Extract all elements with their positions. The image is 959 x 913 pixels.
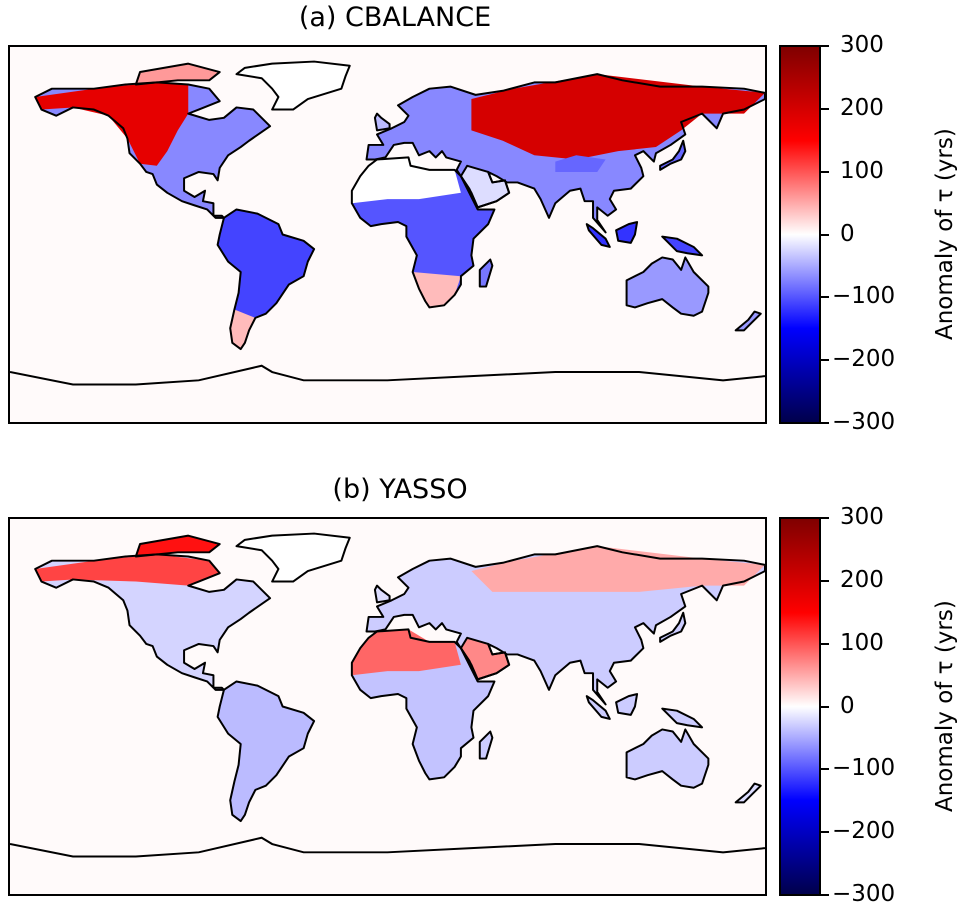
coastline-new-zealand [734, 782, 762, 804]
panel-b-colorbar-label: Anomaly of τ (yrs) [932, 600, 958, 812]
panel-a-title: (a) CBALANCE [298, 2, 492, 33]
coastline-antarctica [10, 364, 765, 386]
panel-a-colorbar-tick-label: 100 [840, 157, 884, 184]
panel-b-colorbar-tick [821, 642, 829, 645]
anomaly-region [351, 629, 461, 676]
anomaly-region [217, 681, 315, 822]
anomaly-region [460, 637, 510, 680]
panel-a-map-svg [10, 47, 765, 422]
anomaly-region [135, 63, 220, 85]
coastline-greenland [235, 532, 351, 583]
panel-a-map [8, 45, 767, 424]
anomaly-region [479, 259, 493, 287]
coastline-new-zealand [734, 310, 762, 332]
anomaly-region [460, 165, 510, 208]
panel-b-colorbar-tick [821, 768, 829, 771]
coastline-new-guinea [661, 707, 704, 729]
anomaly-region [616, 222, 638, 243]
coastline-arabia [459, 164, 511, 209]
coastline-antarctica [10, 836, 765, 858]
panel-b-map-svg [10, 519, 765, 894]
coastline-australia [625, 728, 710, 789]
coastline-japan [659, 139, 687, 171]
panel-b-colorbar-tick-label: −200 [832, 818, 896, 845]
panel-b-colorbar [779, 517, 821, 896]
anomaly-region [586, 224, 610, 247]
coastline-arctic-islands [134, 534, 221, 558]
coastline-borneo [615, 693, 639, 716]
anomaly-region [230, 309, 256, 350]
anomaly-region [479, 731, 493, 759]
panel-a-colorbar-tick [821, 359, 829, 362]
coastline-australia [625, 256, 710, 317]
panel-a-colorbar-tick-label: 200 [840, 94, 884, 121]
coastline-uk [373, 112, 391, 132]
panel-b-map [8, 517, 767, 896]
anomaly-region [626, 729, 709, 788]
panel-b-colorbar-tick-label: −100 [832, 755, 896, 782]
coastline-uk [373, 584, 391, 604]
anomaly-region [471, 74, 765, 160]
anomaly-region [351, 157, 461, 204]
panel-a-colorbar [779, 45, 821, 424]
coastline-madagascar [478, 258, 494, 288]
coastline-north-america [34, 81, 272, 219]
panel-b-colorbar-tick [821, 894, 829, 896]
panel-a-colorbar-tick-label: −100 [832, 283, 896, 310]
anomaly-region [35, 554, 271, 690]
anomaly-region [236, 61, 350, 110]
panel-b-colorbar-tick [821, 705, 829, 708]
panel-a-colorbar-tick-label: −200 [832, 346, 896, 373]
anomaly-region [626, 257, 709, 316]
coastline-greenland [235, 60, 351, 111]
coastline-north-america [34, 553, 272, 691]
anomaly-region [35, 554, 220, 586]
coastline-africa [350, 628, 496, 781]
coastline-arctic-islands [134, 62, 221, 86]
anomaly-region [374, 585, 390, 603]
anomaly-region [374, 113, 390, 131]
anomaly-region [662, 236, 703, 256]
panel-a-colorbar-tick [821, 296, 829, 299]
coastline-new-guinea [661, 235, 704, 257]
panel-a-colorbar-tick [821, 422, 829, 424]
coastline-madagascar [478, 730, 494, 760]
coastline-borneo [615, 221, 639, 244]
panel-b-colorbar-tick [821, 579, 829, 582]
anomaly-region [471, 546, 765, 592]
anomaly-region [135, 535, 220, 557]
panel-a-colorbar-tick [821, 107, 829, 110]
coastline-south-america [216, 680, 316, 823]
panel-a-colorbar-label: Anomaly of τ (yrs) [932, 128, 958, 340]
panel-a-colorbar-tick-label: 0 [840, 220, 855, 247]
panel-b-colorbar-tick-label: 0 [840, 692, 855, 719]
panel-a-colorbar-tick [821, 170, 829, 173]
panel-a-colorbar-tick-label: −300 [832, 409, 896, 435]
anomaly-region [662, 708, 703, 728]
anomaly-region [236, 533, 350, 582]
anomaly-region [586, 696, 610, 719]
panel-b-colorbar-tick-label: 100 [840, 629, 884, 656]
panel-a-colorbar-tick [821, 233, 829, 236]
panel-b-colorbar-tick-label: 200 [840, 566, 884, 593]
panel-a-colorbar-tick-label: 300 [840, 32, 884, 58]
coastline-africa [350, 156, 496, 309]
coastline-japan [659, 611, 687, 643]
coastline-south-america [216, 208, 316, 351]
coastline-sumatra [585, 223, 611, 248]
panel-b-colorbar-tick [821, 831, 829, 834]
panel-b-colorbar-tick [821, 517, 829, 519]
panel-a-colorbar-tick [821, 45, 829, 47]
coastline-arabia [459, 636, 511, 681]
panel-b-colorbar-tick-label: −300 [832, 881, 896, 907]
anomaly-region [35, 82, 189, 166]
anomaly-region [555, 155, 606, 172]
coastline-sumatra [585, 695, 611, 720]
anomaly-region [616, 694, 638, 715]
panel-b-title: (b) YASSO [332, 474, 468, 505]
panel-b-colorbar-tick-label: 300 [840, 504, 884, 530]
